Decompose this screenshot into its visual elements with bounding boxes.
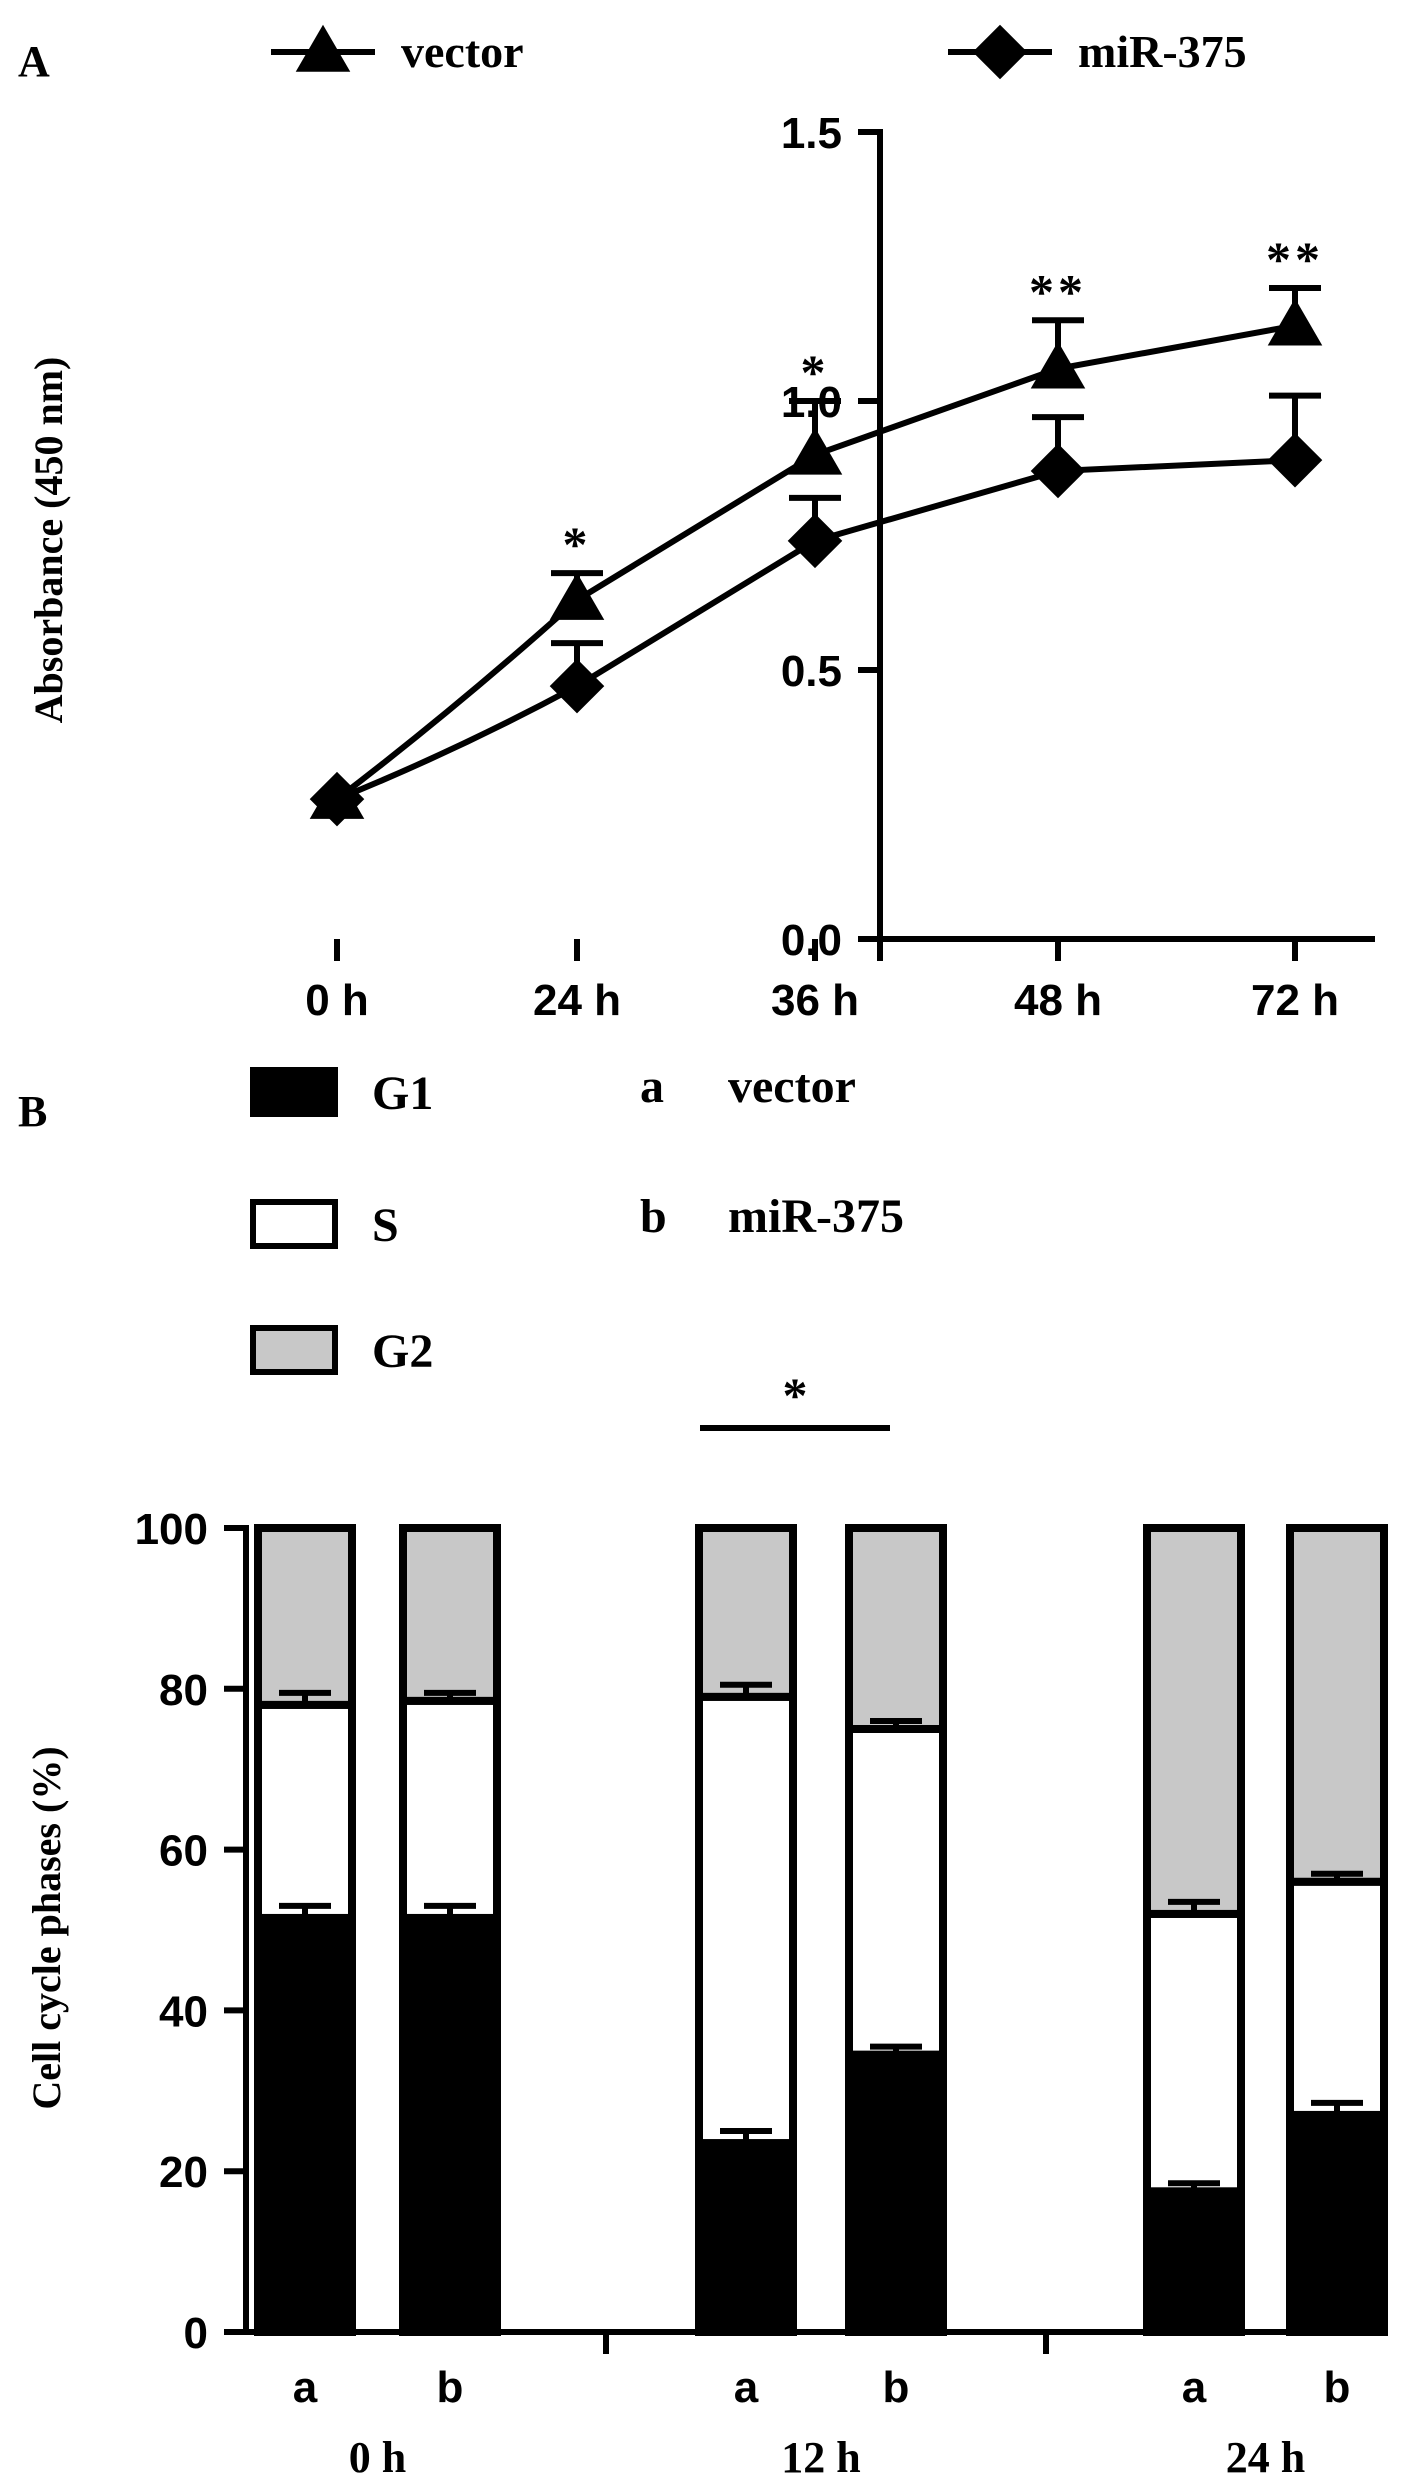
panel-b-group-legend: a vector b miR-375: [640, 1060, 904, 1243]
panel-a-legend-label-vector: vector: [401, 26, 524, 77]
panel-b-bar-segment-G2: [1143, 1524, 1245, 1918]
panel-a-axes: [334, 129, 1375, 961]
panel-b-bar-segment-S: [254, 1700, 356, 1922]
panel-a-marker-vector: [1267, 298, 1323, 346]
panel-b-bar-segment-G1: [845, 2050, 947, 2337]
panel-b-bar-segment-S: [1286, 1877, 1388, 2119]
panel-b-bar-label: a: [293, 2363, 318, 2412]
panel-a-significance-mark: **: [1029, 263, 1087, 319]
panel-b-bar-segment-G1: [399, 1913, 501, 2336]
panel-b-y-tick-label: 80: [159, 1666, 208, 1715]
panel-a-marker-miR-375: [787, 513, 843, 569]
panel-b-significance-mark: *: [783, 1367, 808, 1423]
panel-a-y-tick-label: 0.5: [781, 647, 842, 696]
panel-b-bar-label: a: [1182, 2363, 1207, 2412]
panel-b-group-legend-key: b: [640, 1190, 667, 1243]
panel-b-y-tick-labels: 0 20 40 60 80 100: [135, 1505, 208, 2358]
panel-b-bar-segment-G1: [695, 2139, 797, 2337]
panel-b-group-legend-name: vector: [728, 1060, 856, 1113]
panel-a-x-tick-label: 24 h: [533, 976, 621, 1025]
panel-b-y-tick-label: 20: [159, 2148, 208, 2197]
panel-b-legend-swatch-G1: [250, 1067, 338, 1117]
panel-a-error-bars: [551, 285, 1321, 687]
panel-b-legend-label-S: S: [372, 1199, 399, 1252]
panel-a-significance-mark: *: [801, 344, 830, 400]
panel-b-bar-segment-G2: [695, 1524, 797, 1701]
panel-a-legend-label-miR-375: miR-375: [1078, 26, 1247, 77]
panel-b-group-legend-key: a: [640, 1060, 664, 1113]
panel-b-label: B: [18, 1087, 47, 1136]
panel-b-bar-segment-S: [695, 1692, 797, 2148]
panel-b-bar-segment-G1: [1286, 2110, 1388, 2336]
panel-b-stacked-bar-chart: B G1 S G2 a vector b miR-375 Cell cycle phase…: [18, 1060, 1388, 2482]
panel-a-line-chart: A vector miR-375 Absorbance (450 nm) 0.0 0…: [18, 24, 1375, 1025]
panel-a-legend-marker-miR-375: [972, 24, 1028, 80]
panel-b-bars: [254, 1524, 1388, 2337]
panel-b-y-tick-label: 100: [135, 1505, 208, 1554]
panel-a-x-tick-label: 36 h: [771, 976, 859, 1025]
panel-b-group-label: 24 h: [1226, 2433, 1305, 2482]
panel-b-bar-label: b: [1324, 2363, 1351, 2412]
panel-a-y-axis-title: Absorbance (450 nm): [26, 357, 71, 724]
panel-a-significance-mark: *: [563, 516, 592, 572]
panel-a-x-tick-label: 0 h: [305, 976, 369, 1025]
panel-b-bar-label: b: [437, 2363, 464, 2412]
panel-b-bar-segment-G2: [1286, 1524, 1388, 1886]
panel-b-error-bars: [279, 1681, 1363, 2192]
panel-a-legend-marker-vector: [295, 24, 351, 72]
panel-a-y-tick-label: 0.0: [781, 916, 842, 965]
panel-b-legend-swatch-S: [250, 1199, 338, 1249]
panel-a-significance-mark: **: [1266, 231, 1324, 287]
panel-b-legend-label-G1: G1: [372, 1067, 433, 1120]
panel-a-marker-miR-375: [309, 771, 365, 827]
panel-b-bar-segment-S: [399, 1696, 501, 1922]
panel-b-y-tick-label: 40: [159, 1987, 208, 2036]
panel-a-marker-miR-375: [549, 658, 605, 714]
panel-a-markers: [309, 298, 1323, 827]
panel-a-x-tick-labels: 0 h 24 h 36 h 48 h 72 h: [305, 976, 1339, 1025]
panel-a-x-tick-label: 48 h: [1014, 976, 1102, 1025]
panel-b-bar-label: a: [734, 2363, 759, 2412]
panel-b-bar-segment-S: [1143, 1909, 1245, 2196]
panel-b-legend-label-G2: G2: [372, 1325, 433, 1378]
panel-b-group-label: 12 h: [781, 2433, 860, 2482]
panel-b-significance: *: [700, 1367, 890, 1431]
panel-a-y-tick-label: 1.5: [781, 109, 842, 158]
panel-b-y-tick-label: 0: [184, 2309, 208, 2358]
panel-b-bar-segment-G1: [1143, 2187, 1245, 2337]
panel-a-marker-vector: [787, 427, 843, 475]
panel-b-bar-segment-G1: [254, 1913, 356, 2336]
panel-b-phase-legend: G1 S G2: [250, 1067, 433, 1378]
panel-b-bar-segment-G2: [845, 1524, 947, 1733]
panel-a-label: A: [18, 37, 50, 86]
panel-b-y-axis-title: Cell cycle phases (%): [24, 1746, 69, 2109]
panel-b-x-labels: a b a b a b 0 h 12 h 24 h: [293, 2363, 1351, 2482]
panel-a-legend: vector miR-375: [271, 24, 1247, 80]
panel-a-marker-miR-375: [1030, 443, 1086, 499]
panel-b-bar-segment-G2: [254, 1524, 356, 1709]
panel-b-y-tick-label: 60: [159, 1827, 208, 1876]
panel-a-marker-vector: [549, 572, 605, 620]
panel-b-bar-segment-S: [845, 1725, 947, 2059]
panel-a-marker-miR-375: [1267, 432, 1323, 488]
panel-b-legend-swatch-G2: [250, 1325, 338, 1375]
panel-a-marker-vector: [1030, 341, 1086, 389]
panel-b-group-label: 0 h: [349, 2433, 406, 2482]
panel-a-x-tick-label: 72 h: [1251, 976, 1339, 1025]
panel-b-bar-label: b: [883, 2363, 910, 2412]
panel-b-bar-segment-G2: [399, 1524, 501, 1705]
panel-a-significance: ******: [563, 231, 1324, 572]
panel-b-group-legend-name: miR-375: [728, 1190, 904, 1243]
